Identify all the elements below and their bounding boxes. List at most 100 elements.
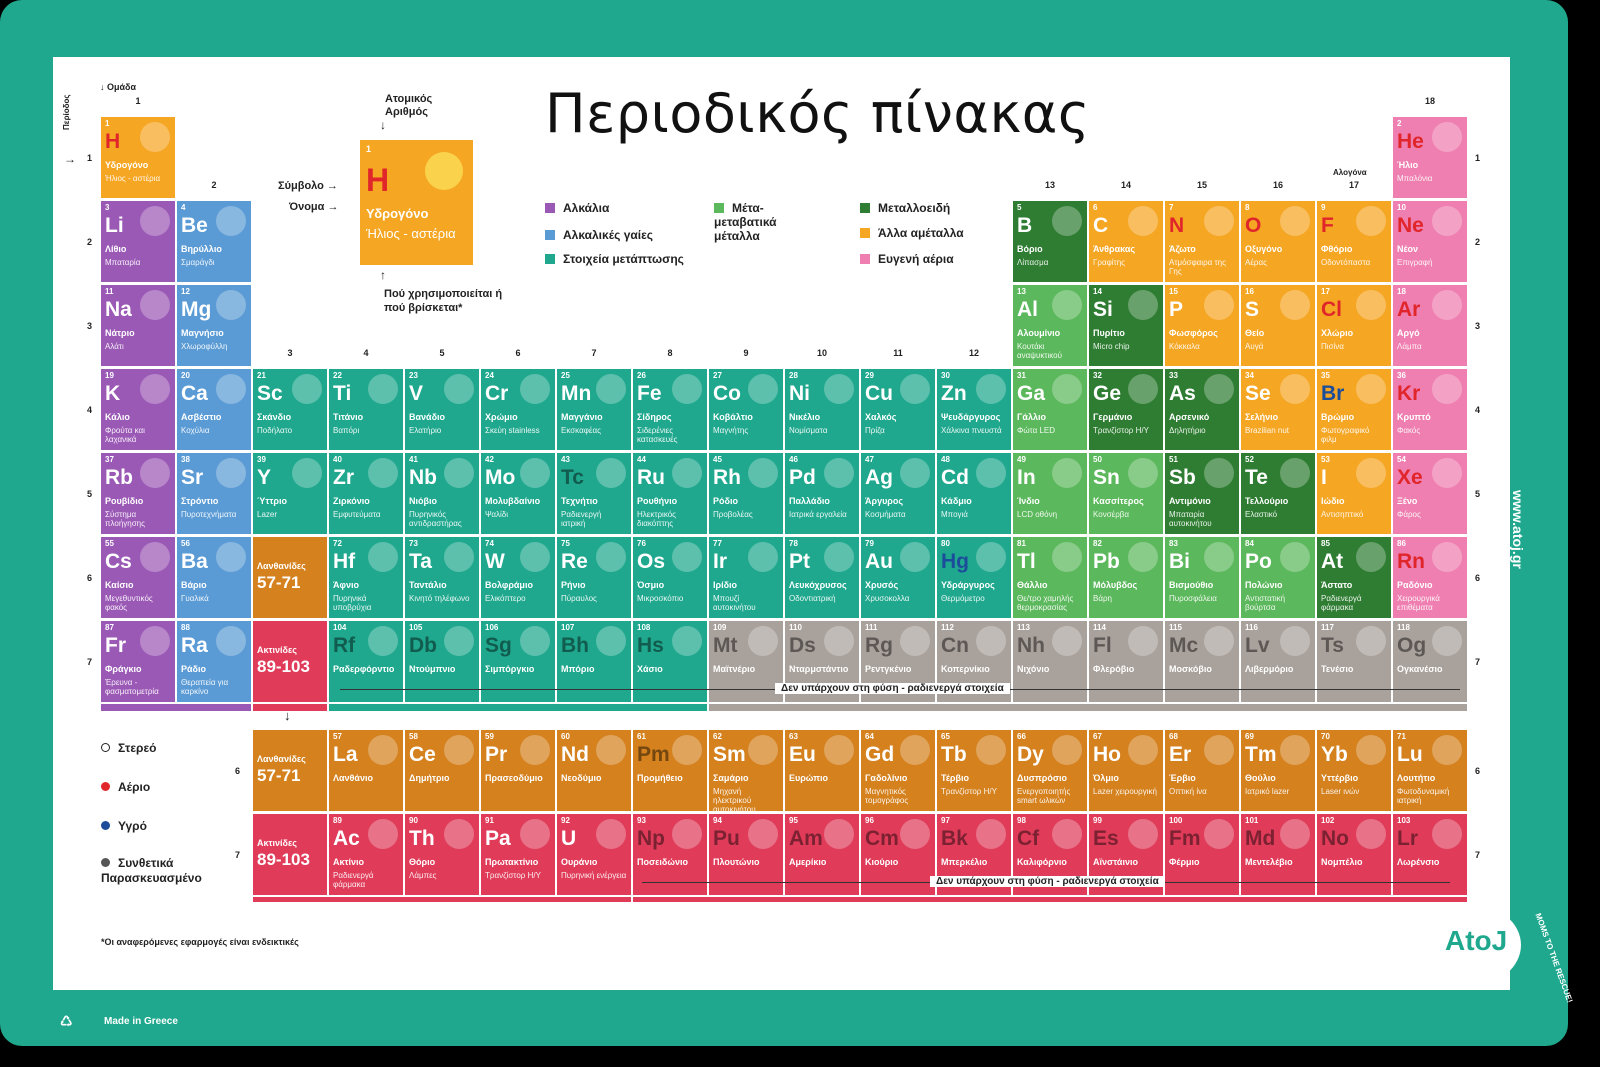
element-cell-i: 53 I Ιώδιο Αντισηπτικό (1317, 453, 1391, 534)
element-number: 75 (561, 539, 570, 548)
element-usage: Κόκκαλα (1169, 342, 1200, 351)
element-symbol: Ra (181, 634, 208, 657)
element-symbol: Os (637, 550, 666, 573)
element-cell-sr: 38 Sr Στρόντιο Πυροτεχνήματα (177, 453, 251, 534)
element-usage: Οδοντιατρική (789, 594, 836, 603)
element-number: 6 (1093, 203, 1098, 212)
element-usage: Ήλιος - αστέρια (105, 174, 161, 183)
element-illustration-icon (1204, 819, 1234, 849)
element-illustration-icon (140, 122, 170, 152)
element-number: 59 (485, 732, 494, 741)
element-name: Ήλιο (1397, 160, 1419, 170)
element-illustration-icon (1280, 458, 1310, 488)
f-row-underline-0 (253, 897, 631, 902)
lanthanide-pointer-arrow: ↓ (284, 708, 291, 723)
group-number: 11 (893, 348, 903, 358)
element-cell-pd: 46 Pd Παλλάδιο Ιατρικά εργαλεία (785, 453, 859, 534)
element-number: 45 (713, 455, 722, 464)
element-symbol: Ar (1397, 298, 1421, 321)
key-atomic-number-label: Ατομικός Αριθμός (385, 93, 433, 118)
element-name: Υττέρβιο (1321, 773, 1359, 783)
element-number: 15 (1169, 287, 1178, 296)
element-symbol: Cn (941, 634, 969, 657)
element-cell-in: 49 In Ίνδιο LCD οθόνη (1013, 453, 1087, 534)
element-usage: Lazer (257, 510, 278, 519)
element-symbol: Pu (713, 827, 740, 850)
element-symbol: Hg (941, 550, 969, 573)
brand-logo: AtoJ (1425, 905, 1521, 985)
element-number: 85 (1321, 539, 1330, 548)
element-number: 8 (1245, 203, 1250, 212)
element-number: 96 (865, 816, 874, 825)
element-name: Τεχνήτιο (561, 496, 598, 506)
element-symbol: Te (1245, 466, 1268, 489)
key-number: 1 (366, 144, 372, 154)
f-placeholder-label: Λανθανίδες (257, 754, 306, 764)
element-name: Κοπερνίκιο (941, 664, 990, 674)
element-name: Βισμούθιο (1169, 580, 1214, 590)
key-usage-label: Πού χρησιμοποιείται ή πού βρίσκεται* (384, 288, 503, 314)
element-name: Μπόριο (561, 664, 595, 674)
element-usage: Αντιστατική βούρτσα (1245, 594, 1286, 612)
footnote: *Οι αναφερόμενες εφαρμογές είναι ενδεικτ… (101, 937, 299, 947)
element-illustration-icon (1128, 819, 1158, 849)
element-name: Λευκόχρυσος (789, 580, 847, 590)
element-number: 7 (1169, 203, 1174, 212)
element-usage: Μπαταρία αυτοκινήτου (1169, 510, 1212, 528)
element-cell-pu: 94 Pu Πλουτώνιο (709, 814, 783, 895)
element-illustration-icon (1280, 626, 1310, 656)
element-symbol: Rb (105, 466, 133, 489)
element-illustration-icon (1356, 542, 1386, 572)
element-cell-th: 90 Th Θόριο Λάμπες (405, 814, 479, 895)
element-number: 38 (181, 455, 190, 464)
group-number: 18 (1424, 96, 1435, 106)
legend-label: Μεταλλοειδή (878, 201, 951, 215)
element-name: Άνθρακας (1093, 244, 1136, 254)
element-cell-lv: 116 Lv Λιβερμόριο (1241, 621, 1315, 702)
element-illustration-icon (1204, 374, 1234, 404)
element-symbol: F (1321, 214, 1334, 237)
element-symbol: Be (181, 214, 208, 237)
element-name: Στρόντιο (181, 496, 219, 506)
element-usage: Πύραυλος (561, 594, 597, 603)
element-number: 94 (713, 816, 722, 825)
element-symbol: Zn (941, 382, 967, 405)
element-name: Νομπέλιο (1321, 857, 1363, 867)
element-number: 69 (1245, 732, 1254, 741)
f-period-number: 6 (235, 766, 241, 776)
element-usage: Πυρηνικά υποβρύχια (333, 594, 372, 612)
element-illustration-icon (824, 735, 854, 765)
element-usage: Λάμπες (409, 871, 437, 880)
element-symbol: Co (713, 382, 741, 405)
element-name: Αντιμόνιο (1169, 496, 1211, 506)
element-cell-db: 105 Db Ντούμπνιο (405, 621, 479, 702)
element-illustration-icon (596, 374, 626, 404)
element-number: 78 (789, 539, 798, 548)
element-usage: Ραδιενεργά φάρμακα (1321, 594, 1362, 612)
element-illustration-icon (1052, 626, 1082, 656)
element-illustration-icon (1432, 458, 1462, 488)
element-name: Ραδόνιο (1397, 580, 1433, 590)
element-cell-md: 101 Md Μεντελέβιο (1241, 814, 1315, 895)
element-usage: Μεγεθυντικός φακός (105, 594, 153, 612)
period-number: 7 (87, 657, 93, 667)
element-cell-mt: 109 Mt Μαϊτνέριο (709, 621, 783, 702)
element-cell-b: 5 B Βόριο Λίπασμα (1013, 201, 1087, 282)
element-symbol: Fe (637, 382, 662, 405)
element-symbol: Hs (637, 634, 664, 657)
element-usage: Πυροτεχνήματα (181, 510, 237, 519)
element-cell-pt: 78 Pt Λευκόχρυσος Οδοντιατρική (785, 537, 859, 618)
element-name: Ρουθήνιο (637, 496, 678, 506)
element-symbol: Np (637, 827, 665, 850)
element-number: 50 (1093, 455, 1102, 464)
element-illustration-icon (216, 290, 246, 320)
element-cell-br: 35 Br Βρώμιο Φωτογραφικό φιλμ (1317, 369, 1391, 450)
element-cell-mn: 25 Mn Μαγγάνιο Εκσκαφέας (557, 369, 631, 450)
element-symbol: Rn (1397, 550, 1425, 573)
element-usage: Χλωροφύλλη (181, 342, 228, 351)
element-cell-te: 52 Te Τελλούριο Ελαστικό (1241, 453, 1315, 534)
legend-swatch (714, 203, 724, 213)
element-cell-ir: 77 Ir Ιρίδιο Μπουζί αυτοκινήτου (709, 537, 783, 618)
element-illustration-icon (1052, 290, 1082, 320)
element-number: 114 (1093, 623, 1106, 632)
